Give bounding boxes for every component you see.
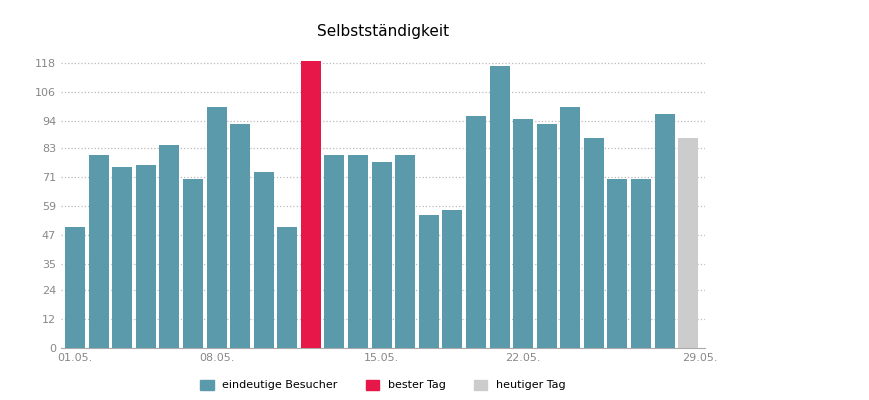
Bar (678, 138, 698, 348)
Bar (65, 227, 85, 348)
Bar (254, 172, 274, 348)
Bar (229, 124, 250, 348)
Bar (536, 124, 556, 348)
Bar (418, 215, 438, 348)
Bar (324, 155, 344, 348)
Bar (301, 61, 321, 348)
Bar (159, 145, 179, 348)
Bar (630, 179, 650, 348)
Bar (395, 155, 415, 348)
Bar (513, 119, 533, 348)
Bar (112, 167, 132, 348)
Title: Selbstständigkeit: Selbstständigkeit (316, 24, 448, 39)
Bar (206, 107, 226, 348)
Bar (441, 210, 461, 348)
Bar (560, 107, 580, 348)
Bar (89, 155, 109, 348)
Bar (607, 179, 627, 348)
Bar (371, 162, 391, 348)
Bar (653, 114, 673, 348)
Bar (489, 66, 509, 348)
Bar (136, 165, 156, 348)
Bar (277, 227, 297, 348)
Bar (182, 179, 202, 348)
Bar (583, 138, 603, 348)
Bar (348, 155, 368, 348)
Legend: eindeutige Besucher, bester Tag, heutiger Tag: eindeutige Besucher, bester Tag, heutige… (200, 380, 565, 390)
Bar (466, 116, 486, 348)
